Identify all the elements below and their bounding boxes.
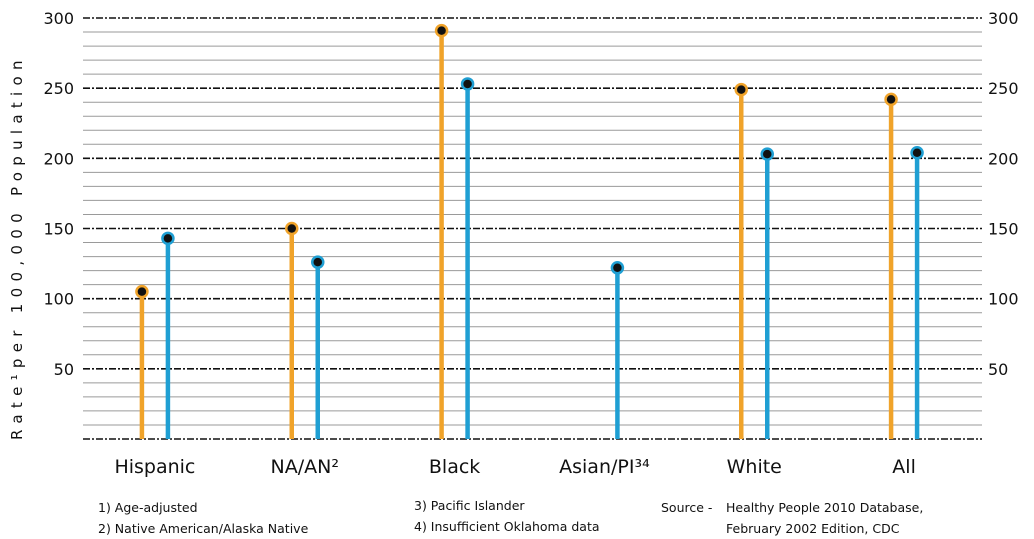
y-tick-label: 300: [43, 9, 74, 28]
data-point: [285, 221, 299, 236]
footnotes-middle: 3) Pacific Islander 4) Insufficient Okla…: [414, 495, 600, 537]
source-label: Source -: [661, 500, 713, 515]
y-axis-left: 50 100 150 200 250 300: [43, 9, 74, 379]
y-tick-label: 250: [43, 79, 74, 98]
footnote-1: 1) Age-adjusted: [98, 500, 198, 515]
data-point: [460, 77, 475, 91]
category-label: White: [727, 456, 782, 478]
category-label: Hispanic: [114, 456, 195, 478]
data-point: [910, 145, 924, 160]
footnotes-left: 1) Age-adjusted 2) Native American/Alask…: [98, 497, 308, 539]
y-tick-label-right: 150: [988, 220, 1019, 239]
y-axis-right: 50 100 150 200 250 300: [988, 9, 1019, 379]
y-tick-label: 100: [43, 290, 74, 309]
source-note: Source - Healthy People 2010 Database, F…: [661, 497, 923, 539]
grid-lines: [83, 17, 982, 440]
data-point: [610, 261, 625, 275]
y-tick-label-right: 250: [988, 79, 1019, 98]
y-tick-label-right: 200: [988, 149, 1019, 168]
category-label: All: [892, 456, 916, 478]
source-line-1: Healthy People 2010 Database,: [726, 500, 924, 515]
data-point: [135, 284, 149, 299]
x-axis: Hispanic NA/AN² Black Asian/PI³⁴ White All: [114, 456, 915, 478]
y-tick-label-right: 100: [988, 290, 1019, 309]
y-tick-label: 150: [43, 220, 74, 239]
chart: 50 100 150 200 250 300 50 100 150 200 250 300 Hisp…: [8, 9, 1019, 478]
data-point: [884, 92, 898, 107]
footnote-4: 4) Insufficient Oklahoma data: [414, 519, 600, 534]
data-point: [434, 23, 449, 38]
data-marks: [135, 23, 924, 439]
y-tick-label-right: 50: [988, 360, 1008, 379]
y-tick-label: 200: [43, 149, 74, 168]
category-label: Asian/PI³⁴: [559, 456, 650, 478]
category-label: Black: [429, 456, 480, 478]
data-point: [161, 231, 175, 246]
data-point: [734, 82, 748, 97]
y-tick-label: 50: [54, 360, 74, 379]
y-tick-label-right: 300: [988, 9, 1019, 28]
data-point: [311, 255, 325, 269]
category-label: NA/AN²: [271, 456, 339, 478]
footnote-2: 2) Native American/Alaska Native: [98, 521, 309, 536]
source-line-2: February 2002 Edition, CDC: [726, 521, 900, 536]
y-axis-label: Rate¹per 100,000 Population: [8, 54, 26, 440]
data-point: [760, 147, 774, 161]
footnote-3: 3) Pacific Islander: [414, 498, 525, 513]
